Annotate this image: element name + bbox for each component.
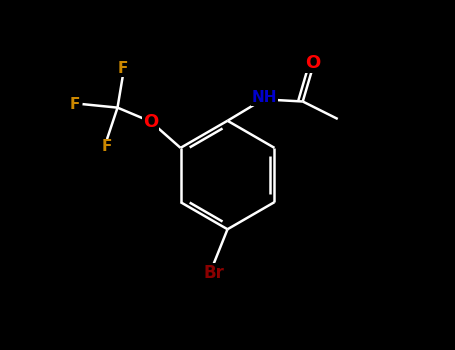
Text: F: F [102,139,112,154]
Text: F: F [70,97,80,112]
Text: F: F [117,61,128,76]
Text: O: O [143,113,158,131]
Text: NH: NH [252,91,277,105]
Text: Br: Br [203,264,224,282]
Text: O: O [306,54,321,72]
